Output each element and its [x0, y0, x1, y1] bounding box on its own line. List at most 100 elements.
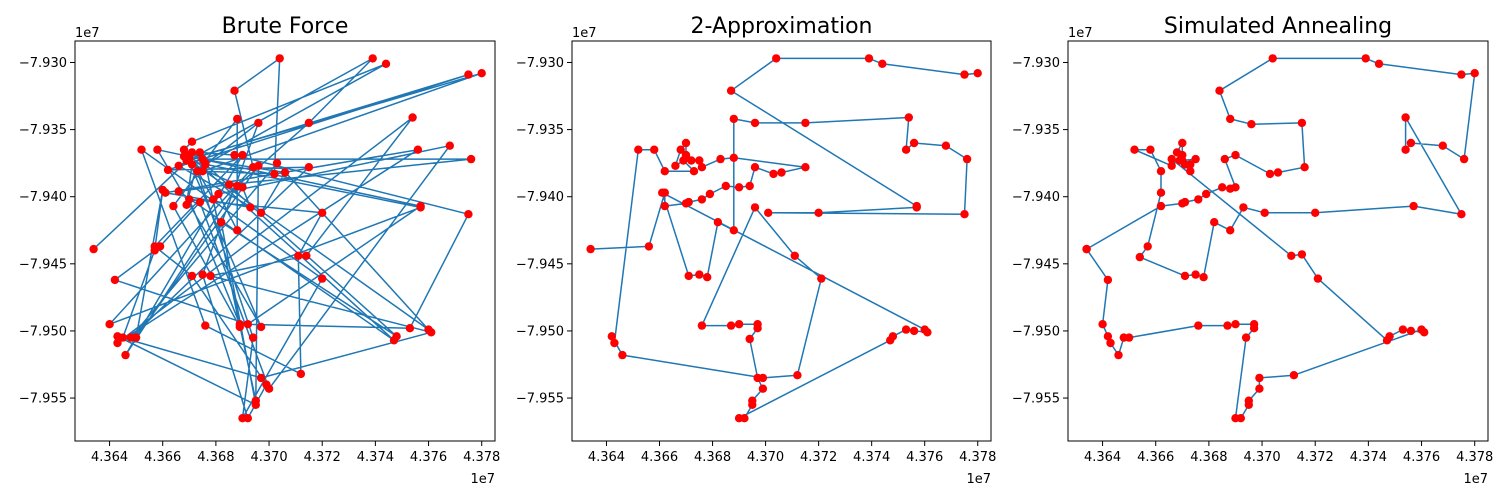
data-point — [687, 156, 696, 165]
data-point — [89, 244, 98, 254]
series-line — [93, 57, 483, 419]
data-point — [729, 114, 738, 124]
axes-frame — [571, 40, 992, 442]
y-tick-label: −7.955 — [19, 392, 67, 407]
x-tick-label: 4.378 — [1456, 450, 1493, 465]
x-offset-label: 1e7 — [1463, 472, 1488, 487]
x-tick-label: 4.370 — [747, 450, 784, 465]
data-point — [1401, 145, 1410, 154]
data-point — [1218, 183, 1227, 192]
data-point — [1191, 270, 1200, 279]
data-point — [962, 154, 972, 164]
axes-frame — [74, 40, 496, 442]
data-point — [729, 226, 738, 235]
data-point — [121, 350, 130, 360]
data-point — [684, 197, 693, 207]
data-point — [1114, 350, 1123, 360]
data-point — [705, 189, 715, 199]
data-point — [150, 246, 159, 255]
data-point — [634, 145, 643, 154]
data-point — [187, 137, 197, 146]
y-tick-label: −7.950 — [1012, 324, 1060, 339]
data-point — [280, 168, 290, 177]
data-point — [676, 145, 685, 154]
data-point — [960, 210, 969, 219]
data-point — [769, 169, 778, 179]
data-point — [294, 251, 303, 260]
data-point — [174, 161, 183, 170]
data-point — [445, 141, 454, 150]
data-point — [408, 113, 417, 122]
data-point — [681, 138, 691, 148]
data-point — [137, 145, 146, 154]
data-point — [153, 145, 162, 154]
data-point — [246, 203, 255, 212]
y-offset-label: 1e7 — [75, 26, 100, 41]
data-point — [1103, 332, 1113, 341]
y-tick-label: −7.935 — [516, 123, 564, 138]
data-point — [1143, 242, 1152, 251]
data-point — [618, 350, 627, 360]
data-point — [1313, 274, 1323, 283]
data-point — [745, 334, 754, 344]
data-point — [1215, 86, 1224, 95]
data-point — [187, 271, 197, 281]
data-point — [131, 333, 141, 342]
x-tick-label: 4.366 — [1137, 450, 1174, 465]
data-point — [195, 148, 205, 157]
data-point — [1167, 161, 1176, 170]
data-point — [772, 54, 781, 63]
x-tick-label: 4.376 — [1403, 450, 1440, 465]
data-point — [901, 145, 911, 154]
data-point — [750, 118, 760, 128]
data-point — [1180, 197, 1190, 207]
data-point — [753, 324, 762, 333]
data-point — [233, 114, 242, 124]
data-point — [464, 210, 473, 219]
data-point — [960, 70, 969, 79]
data-point — [230, 150, 239, 160]
data-point — [1172, 148, 1182, 157]
x-tick-label: 4.368 — [694, 450, 731, 465]
data-point — [1289, 371, 1299, 380]
data-point — [179, 145, 189, 154]
data-point — [1409, 201, 1418, 211]
data-point — [878, 59, 887, 68]
data-point — [1199, 273, 1208, 282]
y-tick-label: −7.940 — [1012, 190, 1060, 205]
x-tick-label: 4.376 — [410, 450, 447, 465]
data-point — [214, 189, 223, 199]
data-point — [660, 167, 669, 176]
data-point — [275, 54, 284, 63]
data-point — [658, 188, 667, 197]
data-point — [697, 321, 707, 330]
data-point — [1241, 333, 1251, 342]
y-tick-label: −7.950 — [516, 324, 564, 339]
data-point — [1231, 150, 1240, 160]
data-point — [1239, 203, 1248, 212]
data-point — [209, 195, 218, 204]
data-point — [243, 320, 252, 329]
x-offset-label: 1e7 — [470, 472, 495, 487]
data-point — [586, 244, 595, 254]
data-point — [110, 275, 120, 285]
x-offset-label: 1e7 — [966, 472, 991, 487]
data-point — [256, 322, 266, 332]
y-tick-label: −7.955 — [1012, 392, 1060, 407]
data-point — [1457, 210, 1466, 219]
data-point — [105, 320, 114, 329]
data-point — [695, 156, 704, 165]
x-tick-label: 4.364 — [91, 450, 128, 465]
data-point — [1287, 251, 1296, 260]
data-point — [1260, 208, 1269, 217]
data-point — [304, 163, 314, 172]
data-point — [1265, 169, 1275, 179]
data-point — [185, 150, 194, 160]
data-point — [610, 338, 619, 348]
data-point — [233, 226, 242, 235]
data-point — [750, 203, 760, 212]
data-point — [1106, 338, 1115, 348]
data-point — [182, 200, 191, 209]
data-point — [1194, 195, 1203, 204]
series-line — [590, 57, 978, 419]
